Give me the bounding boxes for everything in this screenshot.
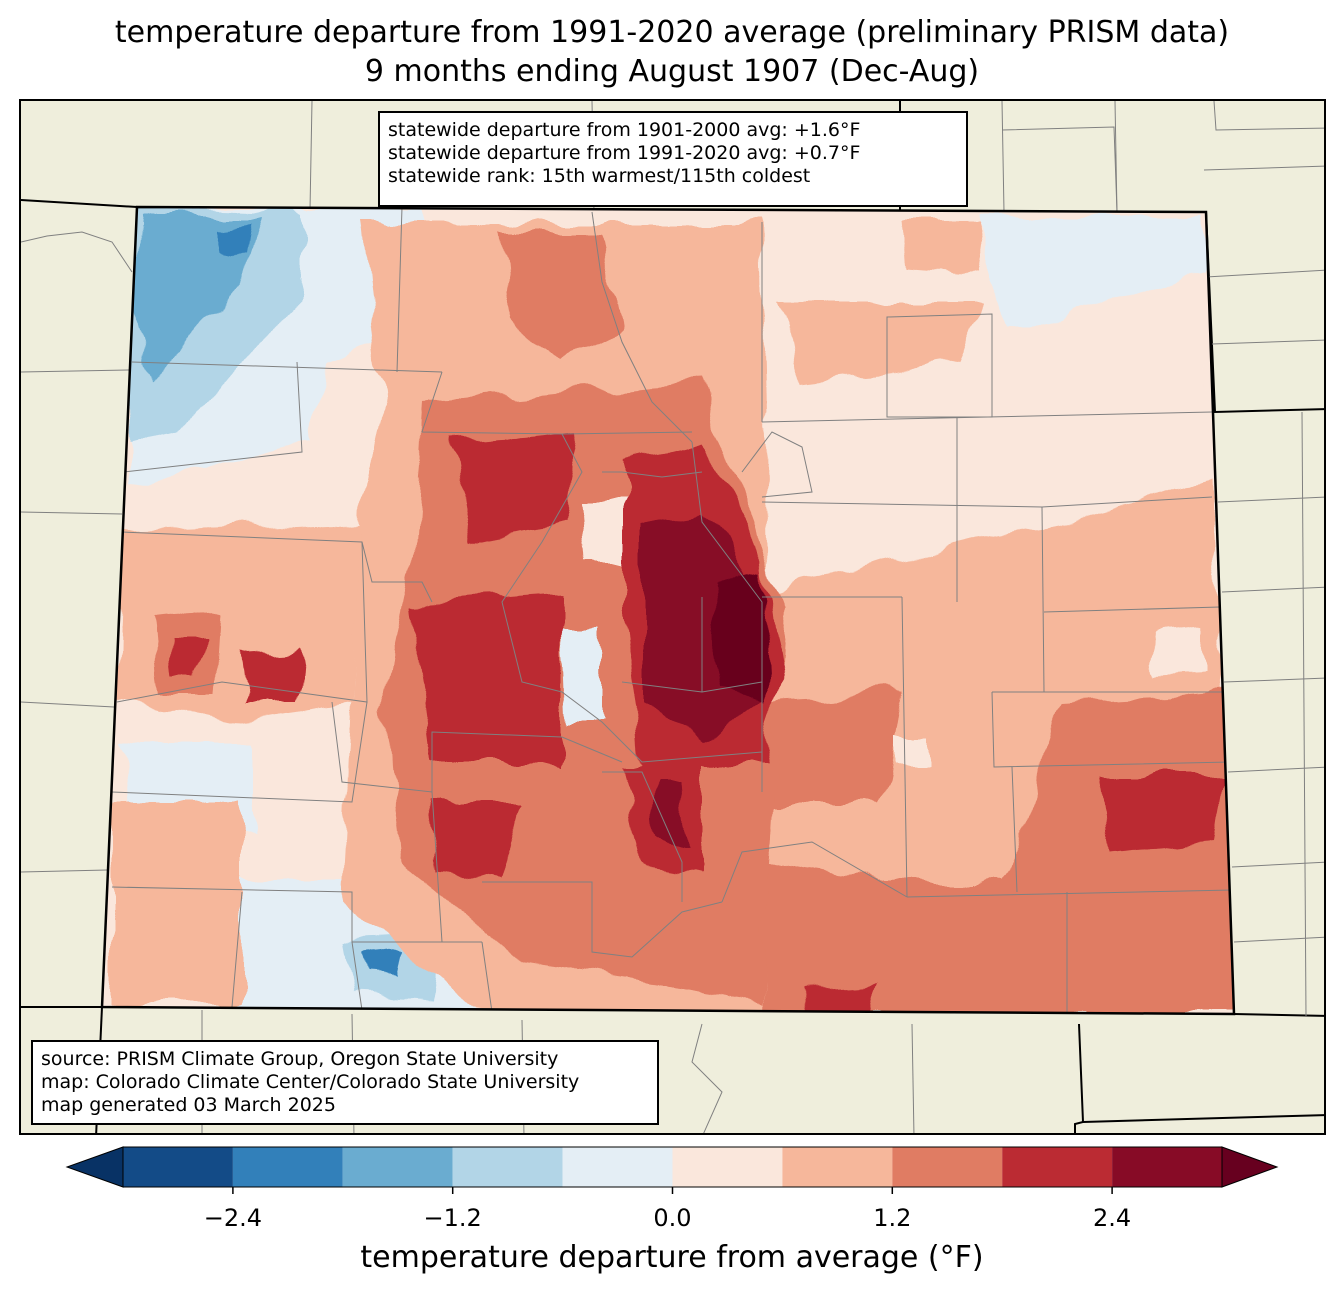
temperature-departure-map — [21, 101, 1324, 1133]
map-generated-line: map generated 03 March 2025 — [41, 1094, 336, 1116]
colorbar-cell — [232, 1147, 343, 1187]
source-credit-box: source: PRISM Climate Group, Oregon Stat… — [31, 1040, 659, 1125]
stats-line-rank: statewide rank: 15th warmest/115th colde… — [388, 165, 811, 187]
colorbar-tick-label: 0.0 — [653, 1204, 692, 1232]
colorbar-tick-label: 1.2 — [873, 1204, 912, 1232]
temperature-field — [102, 207, 1234, 1014]
chart-title-line2: 9 months ending August 1907 (Dec-Aug) — [364, 54, 980, 89]
chart-title-line1: temperature departure from 1991-2020 ave… — [114, 15, 1230, 50]
colorbar-cell — [1002, 1147, 1113, 1187]
colorbar-cell — [123, 1147, 233, 1187]
statewide-stats-box: statewide departure from 1901-2000 avg: … — [378, 111, 968, 207]
colorbar-under-arrow — [65, 1146, 124, 1188]
colorbar-cell — [782, 1147, 893, 1187]
stats-line-1901-2000: statewide departure from 1901-2000 avg: … — [388, 119, 861, 141]
map-frame — [19, 99, 1326, 1135]
colorbar-tick-label: −1.2 — [423, 1204, 482, 1232]
colorbar-over-arrow — [1221, 1146, 1279, 1188]
source-line: source: PRISM Climate Group, Oregon Stat… — [41, 1048, 559, 1070]
map-credit-line: map: Colorado Climate Center/Colorado St… — [41, 1071, 580, 1093]
colorado-county-lines — [111, 207, 1233, 1014]
colorbar-cell — [342, 1147, 453, 1187]
colorado-state-border — [100, 205, 1236, 1016]
colorbar — [65, 1146, 1279, 1194]
colorbar-cell — [672, 1147, 783, 1187]
colorbar-label: temperature departure from average (°F) — [360, 1240, 984, 1275]
colorbar-cell — [452, 1147, 563, 1187]
stats-line-1991-2020: statewide departure from 1991-2020 avg: … — [388, 142, 861, 164]
colorbar-tick-label: 2.4 — [1093, 1204, 1132, 1232]
colorbar-cell — [562, 1147, 673, 1187]
colorbar-tick-label: −2.4 — [203, 1204, 263, 1232]
colorbar-cell — [1112, 1147, 1222, 1187]
colorbar-cell — [892, 1147, 1003, 1187]
